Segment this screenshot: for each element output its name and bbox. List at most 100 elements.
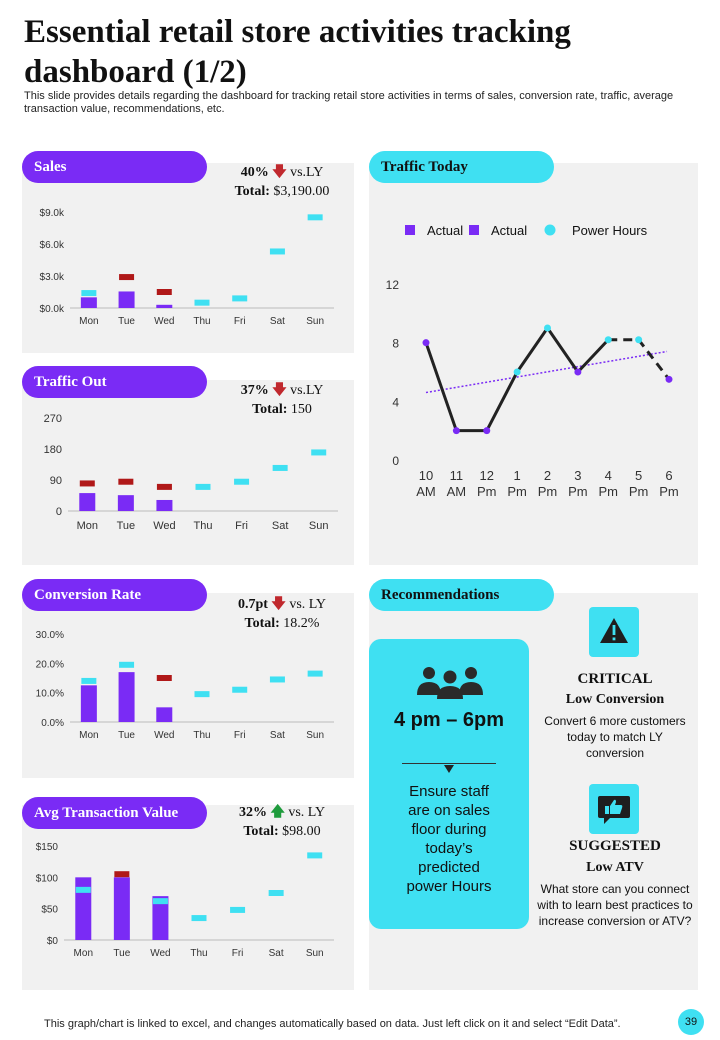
x-tick-label: Sun <box>306 730 324 741</box>
x-tick-label-period: AM <box>447 484 467 499</box>
caret-down-icon <box>444 765 454 773</box>
x-tick-label-hour: 6 <box>665 468 672 483</box>
suggested-body: What store can you connect with to learn… <box>537 882 693 928</box>
legend-label: Actual <box>491 223 527 238</box>
marker-target <box>194 691 210 698</box>
thumbs-up-chat-icon <box>589 784 639 834</box>
power-hours-card: 4 pm – 6pm Ensure staff are on sales flo… <box>369 639 529 929</box>
data-point <box>635 336 643 344</box>
marker-target <box>269 248 285 255</box>
data-point <box>604 336 612 344</box>
critical-subtitle: Low Conversion <box>565 692 665 707</box>
x-tick-label: Sat <box>270 316 285 327</box>
atv-kpi-total-label: Total: <box>243 824 279 839</box>
sales-kpi-pct: 40% <box>240 165 269 180</box>
x-tick-label: Fri <box>232 948 244 959</box>
y-tick-label: $3.0k <box>40 272 65 283</box>
bar-actual <box>156 707 173 722</box>
x-tick-label: Tue <box>118 316 135 327</box>
bar-actual <box>75 877 92 940</box>
x-tick-label-hour: 2 <box>544 468 551 483</box>
x-tick-label: Mon <box>79 316 98 327</box>
conversion-kpi-total-value: 18.2% <box>283 616 320 631</box>
page-number: 39 <box>678 1009 704 1035</box>
atv-label: Avg Transaction Value <box>22 797 207 829</box>
marker-target <box>75 886 91 893</box>
footer-note: This graph/chart is linked to excel, and… <box>44 1018 621 1030</box>
traffic-out-chart: 0 90 180 270 Mon Tue Wed Thu Fri Sat Sun <box>44 413 338 532</box>
bar-actual <box>79 493 96 511</box>
y-tick-label: 4 <box>392 395 399 409</box>
critical-body: Convert 6 more customers today to match … <box>544 714 686 760</box>
marker-target <box>234 478 250 485</box>
y-tick-label: $6.0k <box>40 240 65 251</box>
y-tick-label: 8 <box>392 337 399 351</box>
traffic-out-kpi-total-value: 150 <box>290 402 312 417</box>
marker-target <box>195 483 211 490</box>
marker-target <box>152 898 168 905</box>
legend-label: Power Hours <box>572 223 648 238</box>
y-tick-label: 90 <box>50 475 62 487</box>
x-tick-label: Tue <box>117 520 136 532</box>
x-tick-label-period: Pm <box>568 484 588 499</box>
bar-actual <box>152 896 169 940</box>
x-tick-label: Thu <box>193 730 210 741</box>
data-point <box>483 427 491 435</box>
x-tick-label: Tue <box>113 948 130 959</box>
x-tick-label: Mon <box>79 730 98 741</box>
bar-actual <box>113 877 130 940</box>
marker-last-year <box>119 274 135 281</box>
legend-swatch <box>405 225 415 235</box>
series-line-actual <box>424 326 610 433</box>
traffic-today-panel <box>369 163 698 565</box>
marker-last-year <box>79 480 95 487</box>
legend-label: Actual <box>427 223 463 238</box>
marker-target <box>81 677 97 684</box>
y-tick-label: 20.0% <box>36 659 64 670</box>
data-point <box>422 339 430 347</box>
x-tick-label: Sat <box>270 730 285 741</box>
marker-last-year <box>156 483 172 490</box>
x-tick-label: Fri <box>235 520 248 532</box>
sales-kpi-total-value: $3,190.00 <box>273 184 330 199</box>
x-tick-label: Sun <box>306 316 324 327</box>
x-tick-label-period: Pm <box>659 484 679 499</box>
people-group-icon <box>417 667 483 699</box>
y-tick-label: $50 <box>41 905 58 916</box>
divider <box>402 763 496 764</box>
x-tick-label-hour: 1 <box>514 468 521 483</box>
x-tick-label: Sat <box>272 520 289 532</box>
warning-icon <box>589 607 639 657</box>
data-point <box>665 375 673 383</box>
x-tick-label-hour: 12 <box>480 468 494 483</box>
conversion-kpi-total-label: Total: <box>244 616 280 631</box>
marker-target <box>268 890 284 896</box>
marker-last-year <box>118 478 134 485</box>
trendline <box>425 350 668 394</box>
marker-last-year <box>156 675 172 681</box>
marker-target <box>311 449 327 456</box>
y-tick-label: $0 <box>47 936 59 947</box>
y-tick-label: $0.0k <box>40 304 65 315</box>
sales-panel <box>22 163 354 353</box>
y-tick-label: $150 <box>36 842 59 853</box>
suggested-subtitle: Low ATV <box>586 860 644 875</box>
x-tick-label: Tue <box>118 730 135 741</box>
x-tick-label: Mon <box>77 520 98 532</box>
y-tick-label: 0 <box>56 506 62 518</box>
conversion-chart: 0.0% 10.0% 20.0% 30.0% Mon Tue Wed Thu Fri Sat Sun <box>36 630 334 741</box>
y-tick-label: 0.0% <box>41 718 64 729</box>
bar-actual <box>118 672 135 722</box>
series-line-forecast <box>608 338 671 381</box>
arrow-down-icon: 🡇 <box>272 382 287 398</box>
marker-target <box>232 686 248 693</box>
marker-target <box>307 852 323 859</box>
y-tick-label: $9.0k <box>40 208 65 219</box>
y-tick-label: 180 <box>44 444 62 456</box>
sales-label: Sales <box>22 151 207 183</box>
arrow-down-icon: 🡇 <box>271 596 286 612</box>
marker-target <box>232 295 248 302</box>
bar-actual <box>118 291 135 308</box>
traffic-out-panel <box>22 380 354 565</box>
data-point <box>574 368 582 376</box>
